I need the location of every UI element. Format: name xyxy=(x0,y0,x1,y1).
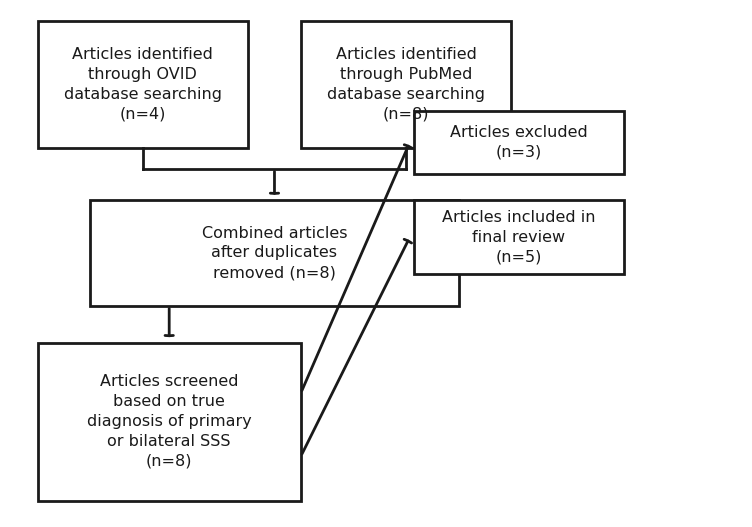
Text: Articles included in
final review
(n=5): Articles included in final review (n=5) xyxy=(442,210,596,265)
Text: Articles identified
through OVID
database searching
(n=4): Articles identified through OVID databas… xyxy=(64,47,222,122)
Text: Articles excluded
(n=3): Articles excluded (n=3) xyxy=(450,125,588,160)
FancyBboxPatch shape xyxy=(90,200,459,306)
FancyBboxPatch shape xyxy=(414,111,624,174)
Text: Articles screened
based on true
diagnosis of primary
or bilateral SSS
(n=8): Articles screened based on true diagnosi… xyxy=(86,375,252,469)
Text: Articles identified
through PubMed
database searching
(n=8): Articles identified through PubMed datab… xyxy=(327,47,485,122)
FancyBboxPatch shape xyxy=(414,200,624,274)
FancyBboxPatch shape xyxy=(38,343,301,501)
Text: Combined articles
after duplicates
removed (n=8): Combined articles after duplicates remov… xyxy=(202,226,347,280)
FancyBboxPatch shape xyxy=(301,21,511,148)
FancyBboxPatch shape xyxy=(38,21,248,148)
